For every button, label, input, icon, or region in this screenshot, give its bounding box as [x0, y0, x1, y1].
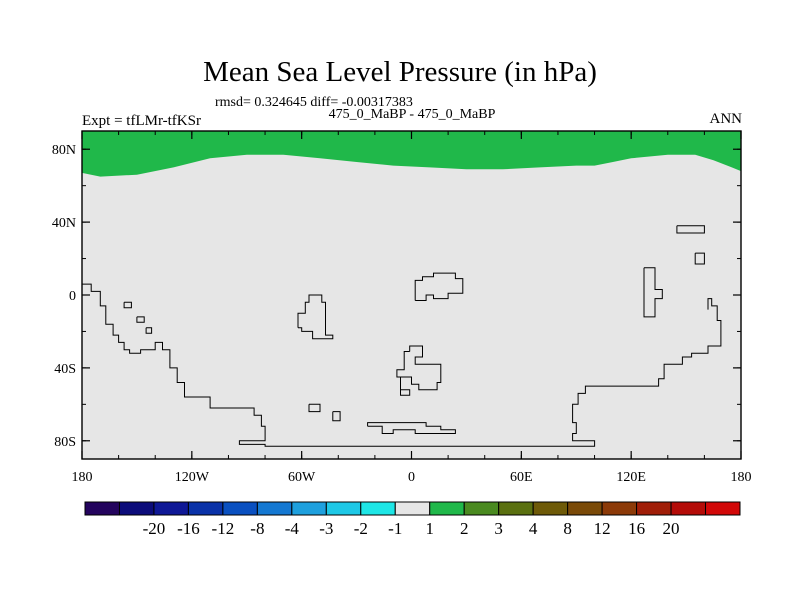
colorbar-swatch — [705, 501, 741, 516]
colorbar-swatch — [84, 501, 120, 516]
map-axes: 80N 40N 0 40S 80S 180 120W 60W 0 60E 120E 180 — [52, 130, 752, 485]
y-tick-label: 40N — [52, 216, 76, 231]
colorbar-label: 3 — [494, 519, 503, 538]
x-tick-label: 120W — [175, 470, 210, 485]
colorbar-label: 8 — [563, 519, 572, 538]
africa-north-outline — [414, 272, 464, 301]
colorbar-swatch — [222, 501, 258, 516]
season-label: ANN — [709, 111, 743, 127]
colorbar-swatch — [498, 501, 534, 516]
colorbar-swatch — [325, 501, 362, 516]
colorbar-label: -20 — [143, 519, 166, 538]
colorbar-label: 16 — [628, 519, 645, 538]
colorbar-swatch — [291, 501, 327, 516]
y-tick-label: 80N — [52, 143, 76, 158]
colorbar-swatch — [670, 501, 707, 516]
colorbar-label: -16 — [177, 519, 200, 538]
colorbar-swatch — [256, 501, 293, 516]
colorbar-label: 2 — [460, 519, 469, 538]
colorbar-swatch — [463, 501, 500, 516]
colorbar-label: 12 — [594, 519, 611, 538]
colorbar-label: -3 — [319, 519, 333, 538]
rmsd-diff-stats: rmsd= 0.324645 diff= -0.00317383 — [215, 95, 413, 110]
island-e-outline — [332, 411, 341, 422]
x-tick-label: 180 — [72, 470, 93, 485]
y-tick-label: 80S — [54, 435, 76, 450]
colorbar-swatch — [567, 501, 603, 516]
x-tick-label: 60E — [510, 470, 533, 485]
colorbar-label: -12 — [212, 519, 235, 538]
colorbar-swatch — [360, 501, 396, 516]
map-plot-area — [82, 131, 741, 459]
colorbar-label: -8 — [250, 519, 264, 538]
island-b-outline — [136, 316, 145, 323]
colorbar-label: 20 — [663, 519, 680, 538]
colorbar-label: 1 — [425, 519, 434, 538]
colorbar-label: -1 — [388, 519, 402, 538]
colorbar-swatch — [601, 501, 638, 516]
colorbar: -20 -16 -12 -8 -4 -3 -2 -1 1 2 3 4 8 12 16 20 — [84, 501, 741, 538]
chart-title: Mean Sea Level Pressure (in hPa) — [203, 56, 597, 88]
x-tick-label: 60W — [288, 470, 316, 485]
colorbar-swatch — [532, 501, 569, 516]
colorbar-swatch — [636, 501, 672, 516]
colorbar-swatch — [153, 501, 189, 516]
x-tick-label: 180 — [731, 470, 752, 485]
south-america-outline — [82, 283, 722, 447]
x-tick-label: 0 — [408, 470, 415, 485]
colorbar-label: -2 — [354, 519, 368, 538]
colorbar-swatch — [118, 501, 155, 516]
colorbar-swatch — [187, 501, 224, 516]
x-tick-label: 120E — [616, 470, 646, 485]
chart-subtitle: 475_0_MaBP - 475_0_MaBP — [328, 107, 496, 122]
y-tick-label: 40S — [54, 362, 76, 377]
atlantic-island-outline — [396, 345, 442, 396]
colorbar-swatch — [429, 501, 465, 516]
arctic-positive-anomaly — [82, 131, 741, 177]
east-coast-outline — [643, 267, 663, 318]
pacific-island-outline — [297, 294, 334, 340]
y-tick-label: 0 — [69, 289, 76, 304]
map-background-field — [82, 131, 741, 459]
colorbar-label: 4 — [529, 519, 538, 538]
east-coast-small-outline — [694, 252, 705, 265]
experiment-label: Expt = tfLMr-tfKSr — [82, 113, 201, 129]
island-d-outline — [308, 403, 321, 413]
island-a-outline — [123, 301, 132, 309]
colorbar-label: -4 — [285, 519, 300, 538]
island-c-outline — [145, 327, 153, 334]
indian-ocean-outline — [367, 422, 456, 434]
colorbar-swatch — [394, 501, 431, 516]
north-pacific-outline — [676, 225, 705, 234]
